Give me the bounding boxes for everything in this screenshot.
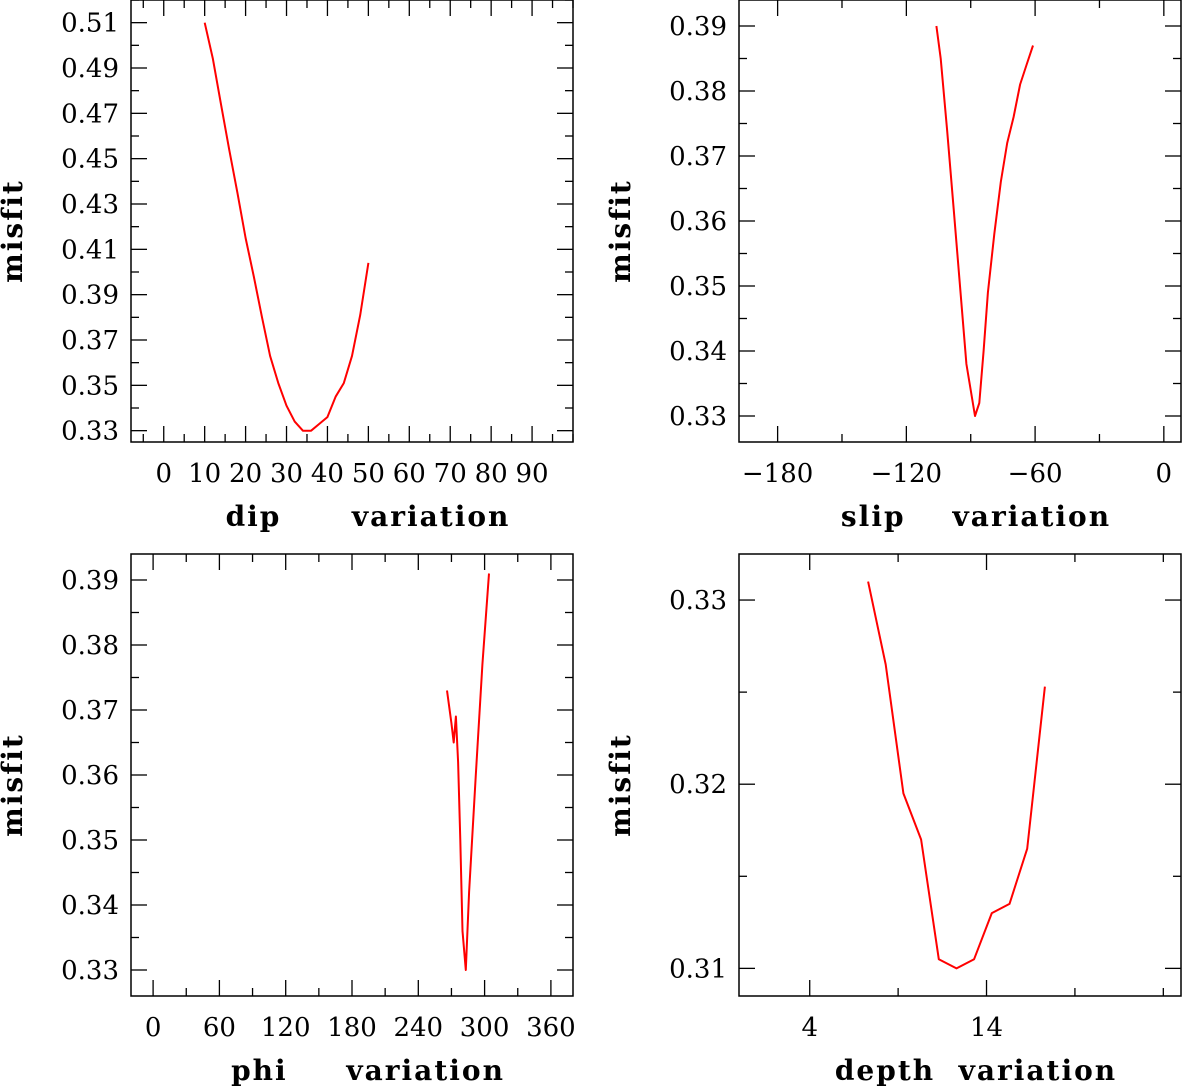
slip-ytick-label: 0.37 bbox=[669, 142, 727, 172]
dip-ytick-label: 0.35 bbox=[61, 371, 119, 401]
slip-xtick-label: 0 bbox=[1156, 459, 1173, 489]
phi-ytick-label: 0.37 bbox=[61, 696, 119, 726]
slip-ytick-label: 0.38 bbox=[669, 77, 727, 107]
panel-phi-ticks bbox=[131, 554, 573, 996]
slip-ytick-label: 0.33 bbox=[669, 402, 727, 432]
dip-xtick-label: 40 bbox=[311, 459, 344, 489]
panel-depth: 4 14 0.31 0.32 0.33 depth variation misfit bbox=[604, 553, 1182, 1086]
slip-misfit-line bbox=[935, 25, 1034, 417]
panel-phi-tick-labels: 0 60 120 180 240 300 360 0.33 0.34 0.35 0.36 0.37 0.… bbox=[61, 566, 576, 1043]
panel-dip-ticks bbox=[131, 0, 574, 442]
dip-misfit-line bbox=[203, 22, 370, 432]
dip-ytick-label: 0.51 bbox=[61, 9, 119, 39]
phi-xtick-label: 180 bbox=[327, 1013, 377, 1043]
depth-xtick-label: 4 bbox=[801, 1013, 818, 1043]
dip-xtick-label: 50 bbox=[352, 459, 385, 489]
slip-xtick-label: −180 bbox=[742, 459, 813, 489]
panel-depth-ticks bbox=[739, 554, 1181, 996]
phi-xtick-label: 300 bbox=[460, 1013, 510, 1043]
dip-xtick-label: 70 bbox=[434, 459, 467, 489]
dip-xtick-label: 60 bbox=[393, 459, 426, 489]
panel-slip-frame bbox=[738, 0, 1182, 443]
dip-xtick-label: 90 bbox=[516, 459, 549, 489]
panel-dip-tick-labels: 0 10 20 30 40 50 60 70 80 90 0.33 0.35 0.37 0.39 0.41 0… bbox=[61, 9, 549, 489]
slip-ytick-label: 0.34 bbox=[669, 337, 727, 367]
panel-phi-frame bbox=[130, 553, 574, 997]
dip-xtick-label: 10 bbox=[188, 459, 221, 489]
phi-ytick-label: 0.34 bbox=[61, 891, 119, 921]
dip-ytick-label: 0.41 bbox=[61, 235, 119, 265]
phi-xtick-label: 120 bbox=[261, 1013, 311, 1043]
panel-depth-ylabel: misfit bbox=[604, 733, 637, 837]
panel-phi-ylabel: misfit bbox=[0, 733, 29, 837]
phi-ytick-label: 0.36 bbox=[61, 761, 119, 791]
dip-ytick-label: 0.43 bbox=[61, 190, 119, 220]
slip-ytick-label: 0.35 bbox=[669, 272, 727, 302]
dip-ytick-label: 0.33 bbox=[61, 417, 119, 447]
depth-misfit-line bbox=[867, 581, 1046, 970]
panel-slip-xlabel: slip variation bbox=[841, 500, 1111, 533]
phi-misfit-line bbox=[446, 573, 490, 971]
panel-depth-xlabel: depth variation bbox=[835, 1054, 1117, 1086]
dip-ytick-label: 0.49 bbox=[61, 54, 119, 84]
dip-ytick-label: 0.39 bbox=[61, 281, 119, 311]
phi-xtick-label: 60 bbox=[203, 1013, 236, 1043]
slip-xtick-label: −60 bbox=[1008, 459, 1063, 489]
phi-ytick-label: 0.33 bbox=[61, 956, 119, 986]
phi-xtick-label: 0 bbox=[145, 1013, 162, 1043]
phi-ytick-label: 0.39 bbox=[61, 566, 119, 596]
panel-slip-tick-labels: −180 −120 −60 0 0.33 0.34 0.35 0.36 0.37 0.38 0.39 bbox=[669, 12, 1172, 489]
slip-xtick-label: −120 bbox=[871, 459, 942, 489]
panel-depth-frame bbox=[738, 553, 1182, 997]
depth-xtick-label: 14 bbox=[970, 1013, 1003, 1043]
panel-phi-xlabel: phi variation bbox=[231, 1054, 505, 1086]
panel-dip: 0 10 20 30 40 50 60 70 80 90 0.33 0.35 0.37 0.39 0.41 0… bbox=[0, 0, 574, 533]
dip-xtick-label: 30 bbox=[270, 459, 303, 489]
panel-phi: 0 60 120 180 240 300 360 0.33 0.34 0.35 0.36 0.37 0.… bbox=[0, 553, 576, 1086]
dip-xtick-label: 0 bbox=[155, 459, 172, 489]
depth-ytick-label: 0.31 bbox=[669, 954, 727, 984]
panel-slip-ticks bbox=[739, 0, 1181, 442]
dip-ytick-label: 0.37 bbox=[61, 326, 119, 356]
dip-ytick-label: 0.47 bbox=[61, 99, 119, 129]
panel-slip-ylabel: misfit bbox=[604, 179, 637, 283]
depth-ytick-label: 0.32 bbox=[669, 770, 727, 800]
dip-xtick-label: 20 bbox=[229, 459, 262, 489]
slip-ytick-label: 0.39 bbox=[669, 12, 727, 42]
panel-dip-frame bbox=[130, 0, 574, 443]
slip-ytick-label: 0.36 bbox=[669, 207, 727, 237]
panel-slip: −180 −120 −60 0 0.33 0.34 0.35 0.36 0.37 0.38 0.39… bbox=[604, 0, 1182, 533]
panel-dip-xlabel: dip variation bbox=[226, 500, 511, 533]
phi-ytick-label: 0.38 bbox=[61, 631, 119, 661]
dip-ytick-label: 0.45 bbox=[61, 145, 119, 175]
phi-ytick-label: 0.35 bbox=[61, 826, 119, 856]
phi-xtick-label: 360 bbox=[526, 1013, 576, 1043]
dip-xtick-label: 80 bbox=[475, 459, 508, 489]
depth-ytick-label: 0.33 bbox=[669, 586, 727, 616]
phi-xtick-label: 240 bbox=[393, 1013, 443, 1043]
panel-dip-ylabel: misfit bbox=[0, 179, 29, 283]
panel-depth-tick-labels: 4 14 0.31 0.32 0.33 bbox=[669, 586, 1003, 1043]
